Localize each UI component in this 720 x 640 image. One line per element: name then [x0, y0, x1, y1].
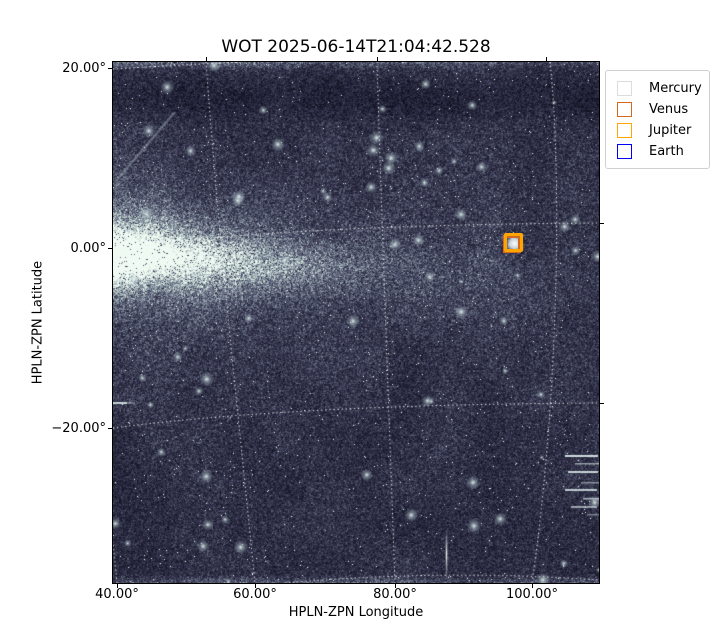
- y-tick-label: 20.00°: [62, 61, 106, 76]
- x-tick-mark: [532, 584, 533, 588]
- x-tick-mark-top: [206, 57, 207, 61]
- legend-item-venus: Venus: [614, 99, 701, 120]
- x-axis-label: HPLN-ZPN Longitude: [288, 605, 424, 620]
- y-tick-mark: [108, 68, 112, 69]
- x-tick-mark-top: [377, 57, 378, 61]
- legend-label: Earth: [649, 144, 684, 159]
- y-tick-mark-right: [600, 403, 604, 404]
- legend-item-mercury: Mercury: [614, 78, 702, 99]
- legend-item-jupiter: Jupiter: [614, 120, 701, 141]
- sky-image: [113, 62, 599, 583]
- jupiter-marker: [504, 233, 523, 252]
- mercury-marker-icon: [617, 81, 632, 96]
- legend: Mercury Venus Jupiter Earth: [605, 70, 710, 169]
- legend-label: Mercury: [649, 81, 702, 96]
- y-tick-mark-right: [600, 223, 604, 224]
- legend-label: Venus: [649, 102, 689, 117]
- y-axis-label: HPLN-ZPN Latitude: [30, 260, 46, 385]
- x-tick-label: 80.00°: [373, 587, 417, 602]
- y-tick-mark: [108, 428, 112, 429]
- earth-marker-icon: [617, 144, 632, 159]
- x-tick-label: 60.00°: [233, 587, 277, 602]
- y-tick-mark: [108, 248, 112, 249]
- x-tick-label: 40.00°: [95, 587, 139, 602]
- x-tick-mark-top: [546, 57, 547, 61]
- jupiter-marker-icon: [617, 123, 632, 138]
- venus-marker-icon: [617, 102, 632, 117]
- x-tick-mark: [255, 584, 256, 588]
- x-tick-mark: [395, 584, 396, 588]
- plot-title: WOT 2025-06-14T21:04:42.528: [221, 37, 491, 57]
- legend-item-earth: Earth: [614, 141, 701, 162]
- x-tick-mark: [117, 584, 118, 588]
- x-tick-label: 100.00°: [506, 587, 558, 602]
- y-tick-label: 0.00°: [70, 241, 106, 256]
- y-tick-label: −20.00°: [51, 421, 106, 436]
- legend-label: Jupiter: [649, 123, 692, 138]
